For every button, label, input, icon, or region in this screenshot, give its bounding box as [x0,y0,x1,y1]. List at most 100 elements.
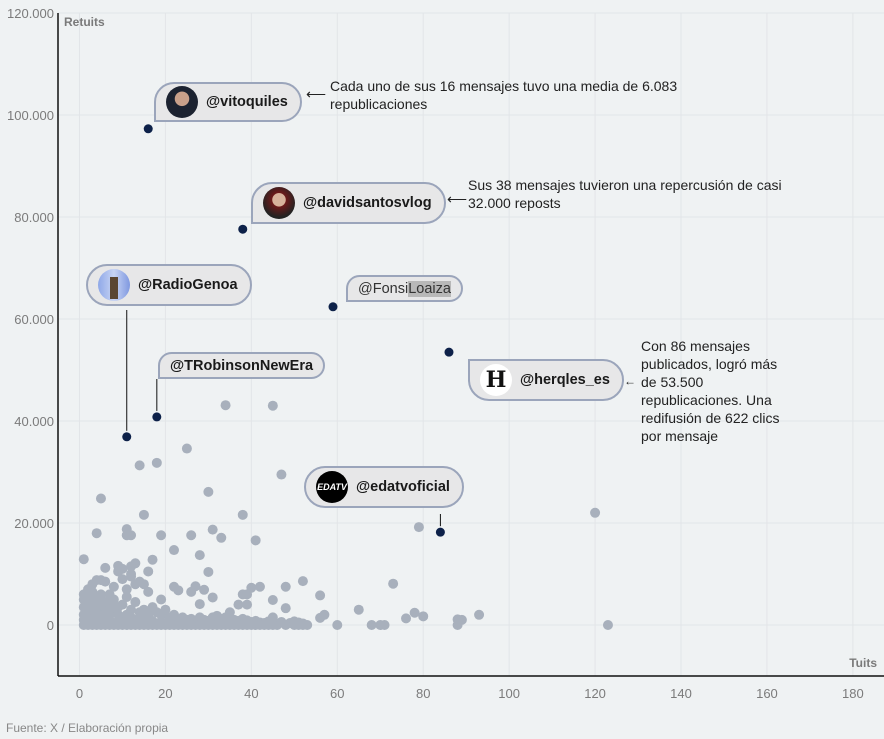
data-point [87,613,98,624]
data-point [164,617,175,628]
data-point [134,460,145,471]
data-point [147,615,158,626]
data-point [194,550,205,561]
data-point [181,617,192,628]
data-point [121,584,132,595]
y-axis-title: Retuits [64,15,105,29]
data-point [237,509,248,520]
data-point [126,530,137,541]
data-point [117,599,128,610]
highlighted-point [152,412,162,422]
data-point [121,615,132,626]
data-point [126,561,137,572]
data-point [138,579,149,590]
y-tick-label: 100.000 [7,108,54,123]
data-point [280,603,291,614]
annotation-line: redifusión de 622 clics [641,410,780,426]
y-tick-label: 40.000 [14,414,54,429]
y-tick-label: 60.000 [14,312,54,327]
data-point [104,614,115,625]
data-point [388,578,399,589]
avatar-icon [166,86,198,118]
data-point [409,607,420,618]
data-point [126,569,137,579]
data-point [267,400,278,411]
data-point [216,532,227,543]
label-trobinsonnewera: @TRobinsonNewEra [158,352,326,379]
y-tick-label: 20.000 [14,516,54,531]
data-point [474,609,485,620]
data-point [95,589,106,600]
data-point [121,591,132,602]
data-point [203,566,214,577]
highlighted-point [238,224,248,234]
data-point [366,620,377,630]
data-point [203,486,214,497]
highlighted-point [143,124,153,134]
data-point [233,599,244,610]
handle-part: @Fonsi [358,280,409,297]
h-logo-icon: H [480,364,512,396]
data-point [379,620,390,630]
data-point [173,618,184,629]
data-point [138,509,149,520]
edatv-logo-icon: EDATV [316,471,348,503]
x-tick-label: 100 [498,686,520,701]
annotation-herqles: Con 86 mensajes publicados, logró más de… [641,337,780,445]
highlighted-point [444,347,454,357]
data-point [78,614,89,625]
data-point [130,616,141,627]
data-point [276,469,287,480]
data-point [117,563,128,574]
data-point [186,530,197,541]
data-point [224,607,235,618]
data-point [117,574,128,585]
x-tick-label: 20 [158,686,172,701]
data-point [199,584,210,595]
data-point [143,586,154,597]
data-point [108,594,119,605]
annotation-line: 32.000 reposts [468,195,561,211]
data-point [194,599,205,610]
tower-icon [98,269,130,301]
annotation-davidsantosvlog: Sus 38 mensajes tuvieron una repercusión… [468,176,782,212]
label-herqles-es: H @herqles_es [468,359,624,401]
data-point [91,528,102,539]
data-point [315,590,326,601]
handle: @TRobinsonNewEra [170,357,314,374]
handle: @davidsantosvlog [303,195,432,211]
data-point [95,613,106,624]
annotation-line: republicaciones. Una [641,392,772,408]
x-tick-label: 120 [584,686,606,701]
data-point [315,612,326,623]
data-point [242,589,253,600]
y-tick-label: 0 [47,618,54,633]
annotation-line: republicaciones [330,96,428,112]
data-point [100,562,111,573]
data-point [452,620,463,630]
arrow-left-icon: ← [624,374,636,388]
data-point [78,554,89,565]
annotation-vitoquiles: Cada uno de sus 16 mensajes tuvo una med… [330,77,677,113]
data-point [147,554,158,565]
annotation-line: Sus 38 mensajes tuvieron una repercusión… [468,177,782,193]
data-point [353,604,364,615]
data-point [151,457,162,468]
data-point [113,615,124,626]
label-fonsiloaiza: @FonsiLoaiza [346,275,463,302]
annotation-line: publicados, logró más [641,356,778,372]
data-point [297,620,308,630]
source-note: Fuente: X / Elaboración propia [6,721,169,735]
label-vitoquiles: @vitoquiles [154,82,302,122]
handle: @herqles_es [520,372,610,388]
data-point [173,585,184,596]
annotation-line: Cada uno de sus 16 mensajes tuvo una med… [330,78,678,94]
data-point [602,620,613,630]
data-point [280,581,291,592]
y-tick-label: 120.000 [7,6,54,21]
data-point [207,592,218,603]
data-point [267,620,278,630]
handle-part-highlighted: Loaiza [408,280,451,297]
